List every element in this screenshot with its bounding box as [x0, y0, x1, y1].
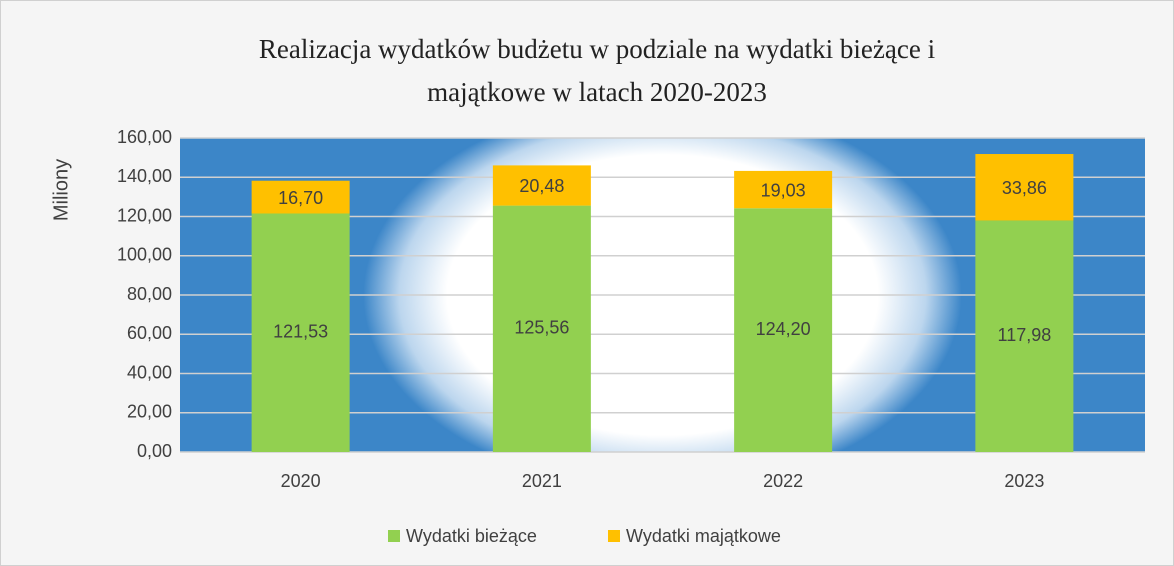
- legend-swatch: [608, 530, 620, 542]
- bar-segment: [734, 208, 833, 452]
- x-tick-label: 2020: [281, 471, 321, 491]
- y-tick-label: 60,00: [127, 323, 172, 343]
- bar-segment: [975, 220, 1074, 452]
- y-tick-label: 40,00: [127, 362, 172, 382]
- bar-segment: [492, 165, 591, 206]
- x-tick-label: 2021: [522, 471, 562, 491]
- data-label: 16,70: [278, 188, 323, 208]
- chart-title: majątkowe w latach 2020-2023: [427, 77, 767, 107]
- y-tick-label: 0,00: [137, 441, 172, 461]
- data-label: 124,20: [756, 319, 811, 339]
- data-label: 121,53: [273, 321, 328, 341]
- bar-segment: [975, 154, 1074, 221]
- y-tick-label: 100,00: [117, 245, 172, 265]
- y-tick-label: 20,00: [127, 402, 172, 422]
- legend-label: Wydatki majątkowe: [626, 526, 781, 546]
- legend-label: Wydatki bieżące: [406, 526, 537, 546]
- y-axis-label: Miliony: [50, 159, 72, 221]
- y-tick-label: 140,00: [117, 166, 172, 186]
- x-tick-label: 2023: [1004, 471, 1044, 491]
- legend-swatch: [388, 530, 400, 542]
- bar-segment: [492, 205, 591, 452]
- data-label: 19,03: [761, 180, 806, 200]
- y-tick-label: 80,00: [127, 284, 172, 304]
- bar-segment: [251, 213, 350, 452]
- bar-segment: [734, 170, 833, 209]
- bar-segment: [251, 180, 350, 214]
- data-label: 125,56: [514, 318, 569, 338]
- y-tick-label: 160,00: [117, 127, 172, 147]
- chart-title: Realizacja wydatków budżetu w podziale n…: [259, 34, 935, 64]
- x-tick-label: 2022: [763, 471, 803, 491]
- data-label: 20,48: [519, 176, 564, 196]
- y-tick-label: 120,00: [117, 205, 172, 225]
- data-label: 117,98: [998, 325, 1052, 345]
- data-label: 33,86: [1002, 178, 1047, 198]
